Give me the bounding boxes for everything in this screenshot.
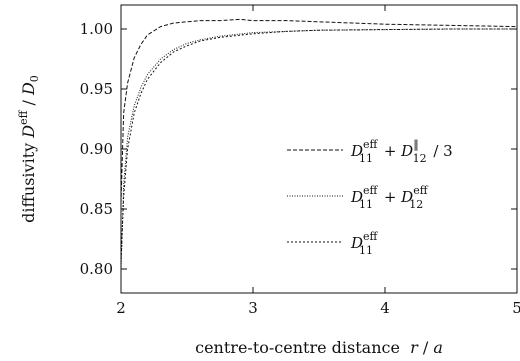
- series-line-1: [120, 18, 518, 204]
- series-line-3: [120, 28, 517, 264]
- x-tick-label: 3: [248, 299, 258, 317]
- axis-ticks: 2 3 4 5 0.80 0.85 0.90 0.95 1.00: [80, 5, 520, 317]
- plot-frame: [120, 4, 518, 294]
- y-tick-label: 1.00: [80, 20, 113, 38]
- y-tick-label: 0.85: [80, 200, 113, 218]
- x-axis-title: centre-to-centre distance r / a: [195, 338, 443, 357]
- series-layer: [120, 18, 518, 270]
- y-tick-label: 0.95: [80, 80, 113, 98]
- legend: Deff 11 + D‖ 12 / 3 Deff 11 + Deff 12 Deff 11: [287, 138, 453, 257]
- x-tick-label: 4: [380, 299, 390, 317]
- legend-label-2: Deff 11 + Deff 12: [350, 184, 429, 211]
- legend-label-1: Deff 11 + D‖ 12 / 3: [350, 138, 453, 165]
- series-line-2: [120, 28, 517, 270]
- x-tick-label: 2: [116, 299, 126, 317]
- y-tick-label: 0.90: [80, 140, 113, 158]
- y-tick-label: 0.80: [80, 260, 113, 278]
- legend-label-3: Deff 11: [350, 230, 379, 257]
- x-tick-label: 5: [512, 299, 520, 317]
- y-axis-title: diffusivity Deff / D0: [17, 75, 41, 223]
